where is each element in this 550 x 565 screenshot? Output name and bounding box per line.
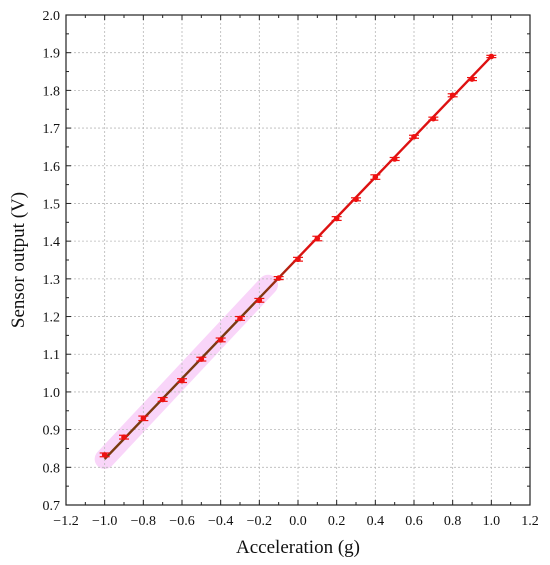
point-marker xyxy=(391,156,398,162)
data-point xyxy=(389,156,400,162)
point-marker xyxy=(372,174,379,180)
point-marker xyxy=(140,415,147,422)
x-tick-label: 0.4 xyxy=(367,514,385,529)
x-axis-title: Acceleration (g) xyxy=(236,537,360,558)
x-tick-label: 0.6 xyxy=(405,514,423,529)
point-marker xyxy=(449,92,456,99)
data-points xyxy=(99,53,497,458)
x-tick-label: 0.2 xyxy=(328,514,346,529)
y-tick-label: 0.9 xyxy=(43,424,61,439)
point-marker xyxy=(295,256,301,263)
y-tick-label: 1.5 xyxy=(43,197,61,212)
data-point xyxy=(138,415,149,422)
point-marker xyxy=(198,356,205,362)
point-marker xyxy=(314,235,321,242)
x-tick-label: −1.2 xyxy=(53,514,78,529)
data-point xyxy=(196,356,207,362)
y-tick-label: 1.8 xyxy=(43,84,61,99)
data-point xyxy=(447,92,458,99)
x-tick-label: 0.8 xyxy=(444,514,462,529)
y-tick-label: 1.3 xyxy=(43,273,61,288)
x-tick-label: 0.0 xyxy=(289,514,307,529)
y-tick-label: 1.0 xyxy=(43,386,61,401)
point-marker xyxy=(159,396,166,403)
point-marker xyxy=(430,115,437,122)
point-marker xyxy=(237,315,243,322)
data-point xyxy=(99,452,110,458)
data-point xyxy=(331,215,342,222)
y-tick-label: 1.2 xyxy=(43,311,61,326)
x-tick-label: −0.4 xyxy=(208,514,233,529)
data-point xyxy=(370,174,381,180)
point-marker xyxy=(101,452,108,458)
data-point xyxy=(486,53,497,60)
data-point xyxy=(235,315,245,322)
data-point xyxy=(119,434,129,440)
y-tick-label: 1.9 xyxy=(43,47,61,62)
x-tick-label: −0.2 xyxy=(247,514,272,529)
data-point xyxy=(177,377,187,384)
data-point xyxy=(254,297,265,304)
y-tick-label: 2.0 xyxy=(43,9,61,24)
y-tick-label: 0.7 xyxy=(43,499,61,514)
data-point xyxy=(215,337,226,343)
data-point xyxy=(428,115,439,122)
x-tick-label: −0.8 xyxy=(131,514,156,529)
data-point xyxy=(157,396,168,403)
point-marker xyxy=(353,196,359,203)
y-tick-label: 1.1 xyxy=(43,348,61,363)
y-tick-label: 1.7 xyxy=(43,122,61,137)
axis-ticks: −1.2 −1.0 −0.8 −0.6 −0.4 −0.2 0.0 0.2 0.4 0.6 0.8 1… xyxy=(43,9,539,529)
data-point xyxy=(409,133,419,140)
x-tick-label: −0.6 xyxy=(169,514,194,529)
data-point xyxy=(273,275,284,281)
point-marker xyxy=(179,377,185,384)
y-axis-title: Sensor output (V) xyxy=(8,192,29,328)
point-marker xyxy=(469,76,475,82)
point-marker xyxy=(121,434,127,440)
y-tick-label: 1.4 xyxy=(43,235,61,250)
x-tick-label: −1.0 xyxy=(92,514,117,529)
point-marker xyxy=(256,297,263,304)
point-marker xyxy=(488,53,495,60)
y-tick-label: 1.6 xyxy=(43,160,61,175)
x-tick-label: 1.2 xyxy=(521,514,539,529)
point-marker xyxy=(411,133,417,140)
point-marker xyxy=(275,275,282,281)
data-point xyxy=(467,76,477,82)
x-tick-label: 1.0 xyxy=(483,514,501,529)
data-point xyxy=(351,196,361,203)
point-marker xyxy=(333,215,340,222)
data-point xyxy=(312,235,323,242)
point-marker xyxy=(217,337,224,343)
y-tick-label: 0.8 xyxy=(43,461,61,476)
data-point xyxy=(293,256,303,263)
